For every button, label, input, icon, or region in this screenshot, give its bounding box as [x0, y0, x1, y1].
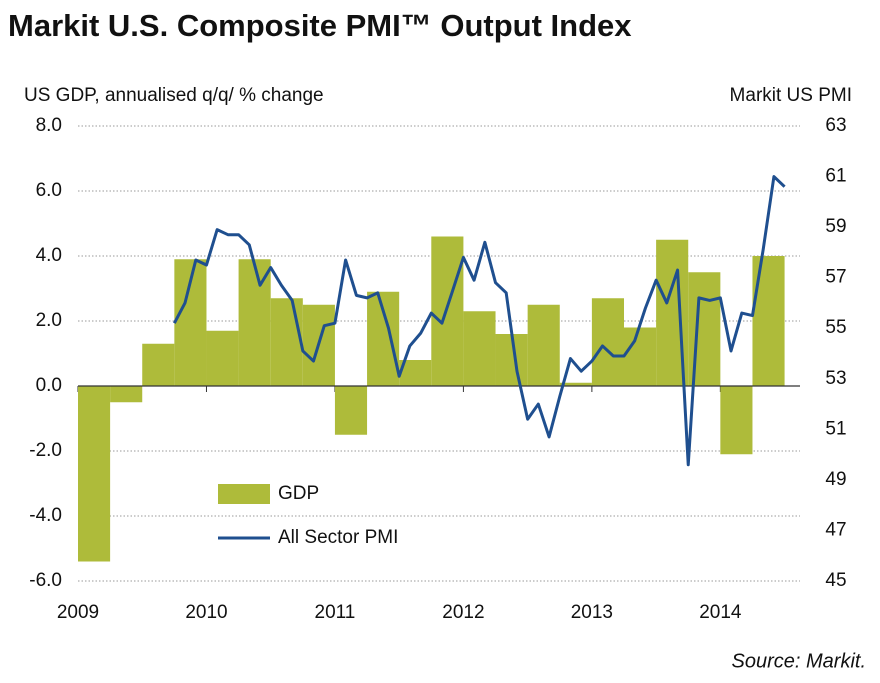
y-tick-label: -6.0 [29, 570, 62, 591]
y2-axis-label: Markit US PMI [730, 85, 852, 106]
y-tick-label: 6.0 [36, 180, 62, 201]
y2-tick-label: 61 [825, 166, 846, 187]
source-note: Source: Markit. [732, 650, 866, 672]
y2-tick-label: 63 [825, 115, 846, 136]
y-tick-label: -2.0 [29, 440, 62, 461]
y2-tick-label: 55 [825, 317, 846, 338]
y-tick-label: 8.0 [36, 115, 62, 136]
y-tick-label: 4.0 [36, 245, 62, 266]
x-tick-label: 2011 [315, 602, 356, 623]
y-tick-label: -4.0 [29, 505, 62, 526]
y2-tick-label: 45 [825, 570, 846, 591]
legend-swatch [218, 484, 270, 504]
y2-tick-label: 51 [825, 418, 846, 439]
bar [752, 256, 785, 386]
bar [334, 386, 368, 435]
y2-tick-label: 49 [825, 469, 846, 490]
bar [591, 298, 624, 386]
bar [110, 386, 143, 403]
bar [527, 304, 560, 386]
legend-label: GDP [278, 483, 319, 504]
x-tick-label: 2010 [185, 602, 227, 623]
bar [559, 382, 592, 386]
bar [78, 386, 111, 562]
x-tick-label: 2009 [57, 602, 99, 623]
y-tick-label: 2.0 [36, 310, 62, 331]
bar [623, 327, 657, 386]
y2-tick-label: 59 [825, 216, 846, 237]
bar [238, 259, 271, 386]
bar [720, 386, 753, 455]
legend-label: All Sector PMI [278, 527, 398, 548]
bar [463, 311, 496, 386]
y2-tick-label: 47 [825, 519, 846, 540]
chart-title: Markit U.S. Composite PMI™ Output Index [8, 8, 632, 43]
bar [206, 330, 239, 386]
y-axis-label: US GDP, annualised q/q/ % change [24, 85, 324, 106]
line [173, 175, 786, 467]
y-tick-label: 0.0 [36, 375, 62, 396]
bar [142, 343, 175, 386]
bar [270, 298, 303, 386]
x-tick-label: 2013 [571, 602, 613, 623]
y2-tick-label: 53 [825, 368, 846, 389]
x-tick-label: 2012 [442, 602, 484, 623]
y2-tick-label: 57 [825, 267, 846, 288]
x-tick-label: 2014 [699, 602, 742, 623]
